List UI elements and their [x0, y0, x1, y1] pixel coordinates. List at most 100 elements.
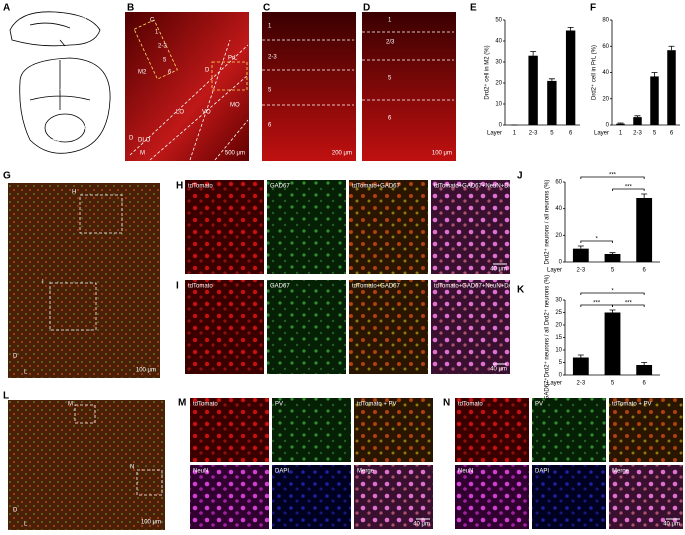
y-axis-label: Drd2⁺ neurons / all neurons (%) — [544, 180, 551, 265]
x-axis-label: Layer — [547, 381, 562, 387]
x-tick-label: 5 — [550, 131, 554, 137]
image-label: GAD67 — [270, 184, 290, 190]
image-label: VTT — [62, 146, 74, 152]
image-label: DLO — [138, 138, 151, 144]
significance-bracket — [612, 188, 645, 191]
y-tick-label: 60 — [555, 180, 562, 186]
image-label: Merge — [357, 469, 375, 475]
image-label: tdTomato + PV — [612, 402, 652, 408]
micrograph-tile — [190, 398, 269, 462]
image-label: 40 μm — [490, 267, 507, 273]
image-label: tdTomato+GAD67 — [352, 184, 401, 190]
x-tick-label: 5 — [611, 381, 615, 387]
image-label: D — [13, 508, 18, 514]
x-axis-label: Layer — [594, 131, 609, 137]
image-label: tdTomato + PV — [357, 402, 397, 408]
panel-letter: N — [443, 398, 450, 409]
panel-letter: D — [363, 3, 370, 14]
y-tick-label: 40 — [602, 70, 609, 76]
panel-letter: G — [3, 171, 11, 182]
significance-bracket — [580, 240, 613, 243]
image-label: 5 — [163, 58, 167, 64]
image-label: VO — [60, 90, 69, 96]
image-label: AOL — [46, 126, 59, 132]
image-label: NeuN — [193, 469, 208, 475]
y-tick-label: 20 — [495, 81, 502, 87]
image-label: M2 — [78, 18, 87, 24]
image-label: 40 μm — [490, 367, 507, 373]
micrograph-tile — [532, 398, 606, 462]
bar — [616, 123, 625, 125]
micrograph-tile — [609, 398, 683, 462]
bar — [547, 80, 557, 125]
image-label: tdTomato+GAD67 — [352, 284, 401, 290]
image-label: M2 — [138, 70, 147, 76]
x-tick-label: 5 — [653, 131, 657, 137]
error-bar — [617, 122, 624, 124]
bar — [604, 312, 621, 375]
image-label: DAPI — [535, 469, 549, 475]
image-label: 6 — [388, 116, 392, 122]
bar — [633, 117, 642, 125]
bar — [565, 30, 576, 125]
panel-letter: E — [470, 3, 477, 14]
y-axis-label: GAD67⁺Drd2⁺ neurons / all Drd2⁺ neurons … — [544, 275, 551, 401]
bar — [636, 198, 653, 262]
significance-label: *** — [609, 173, 617, 179]
x-tick-label: 6 — [642, 381, 646, 387]
image-label: 100 μm — [136, 368, 156, 374]
x-tick-label: 2-3 — [529, 131, 538, 137]
micrograph-tile — [185, 180, 264, 274]
x-axis-label: Layer — [547, 268, 562, 274]
x-tick-label: 6 — [670, 131, 674, 137]
image-label: 200 μm — [332, 151, 352, 157]
significance-bracket — [612, 304, 645, 307]
overview-image — [8, 400, 165, 530]
image-label: 5 — [388, 76, 392, 82]
error-bar — [609, 252, 616, 254]
y-tick-label: 20 — [602, 96, 609, 102]
micrograph-tile — [267, 280, 346, 374]
image-label: 100 μm — [141, 520, 161, 526]
image-label: tdTomato+GAD67+NeuN+DAPI — [434, 284, 519, 290]
image-label: 1 — [268, 24, 272, 30]
image-label: AOM — [80, 126, 94, 132]
significance-label: * — [595, 237, 598, 243]
y-tick-label: 60 — [602, 44, 609, 50]
y-axis-label: Drd2⁺ cell in M2 (%) — [484, 45, 491, 99]
y-tick-label: 10 — [495, 102, 502, 108]
error-bar — [609, 309, 616, 313]
significance-label: *** — [625, 185, 633, 191]
column-image — [262, 12, 356, 161]
micrograph-tile — [455, 398, 529, 462]
y-tick-label: 30 — [555, 298, 562, 304]
image-label: DLO — [28, 93, 41, 99]
error-bar — [577, 245, 584, 249]
error-bar — [530, 51, 537, 56]
image-label: 1 — [388, 18, 392, 24]
y-tick-label: 40 — [495, 39, 502, 45]
image-label: GAD67 — [270, 284, 290, 290]
x-tick-label: 6 — [642, 268, 646, 274]
y-tick-label: 20 — [555, 323, 562, 329]
image-label: PrL — [228, 56, 238, 62]
panel-letter: B — [127, 3, 134, 14]
micrographs — [8, 12, 456, 530]
error-bar — [651, 72, 658, 77]
image-label: tdTomato — [458, 402, 483, 408]
significance-label: *** — [625, 301, 633, 307]
x-axis-label: Layer — [487, 131, 502, 137]
image-label: PV — [275, 402, 283, 408]
image-label: LO — [44, 90, 52, 96]
image-label: 100 μm — [432, 151, 452, 157]
x-tick-label: 2-3 — [576, 268, 585, 274]
image-label: D — [13, 354, 18, 360]
significance-bracket — [580, 176, 645, 179]
image-label: PrL — [88, 70, 98, 76]
error-bar — [641, 193, 648, 198]
image-label: NeuN — [458, 469, 473, 475]
bar — [636, 365, 653, 375]
image-label: PV — [535, 402, 543, 408]
bar — [528, 55, 538, 126]
